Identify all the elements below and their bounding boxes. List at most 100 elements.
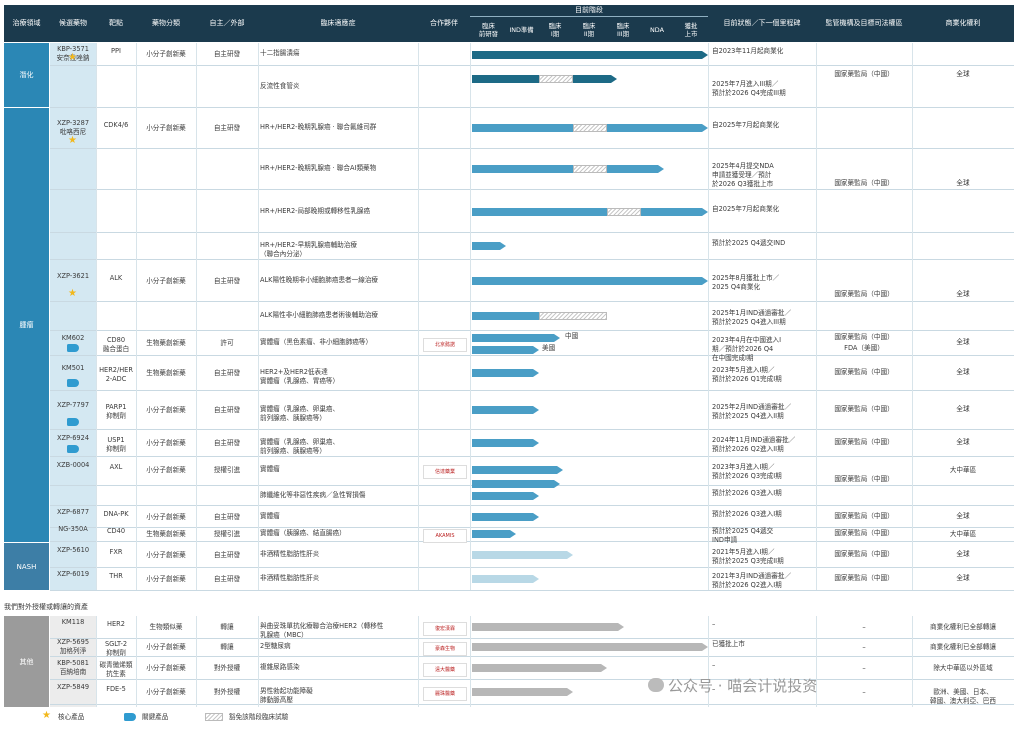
- stage-bar-arrow: [658, 165, 665, 173]
- column-divider: [470, 43, 471, 590]
- stage-bar-arrow: [533, 575, 540, 583]
- stage-header-1: IND準備: [509, 25, 534, 34]
- header-partner: 合作夥伴: [430, 19, 458, 27]
- drug-code: XZP-6019: [56, 570, 90, 578]
- stage-bar: [472, 623, 618, 631]
- column-divider: [912, 43, 913, 590]
- milestone: 2023年4月在中國進入I 期／預計於2026 Q4 在中國完成I期: [712, 336, 782, 362]
- ownership: 自主研發: [213, 369, 241, 377]
- stage-bar: [472, 312, 601, 320]
- target: USP1 抑制劑: [106, 436, 126, 453]
- stage-header-2: 臨床 I期: [548, 21, 562, 38]
- row-divider: [50, 65, 1014, 66]
- ownership: 自主研發: [213, 439, 241, 447]
- header-mol: 藥物分類: [152, 19, 180, 27]
- molecule-type: 生物藥創新藥: [146, 369, 186, 377]
- column-divider: [96, 616, 97, 707]
- region-tag-cn: 中國: [565, 332, 579, 340]
- row-divider: [50, 456, 1014, 457]
- header-regulator: 監管機構及目標司法權區: [825, 19, 903, 27]
- drug-code: XZP-6924: [56, 434, 90, 442]
- milestone: 2023年5月進入I期／ 預計於2026 Q1完成I期: [712, 366, 782, 383]
- partner-logo: AKAMIS: [423, 529, 467, 543]
- indication: 實體瘤: [260, 511, 280, 520]
- key-product-icon: [67, 418, 79, 426]
- row-divider: [50, 679, 1014, 680]
- stage-bar: [472, 242, 500, 250]
- ownership: 轉讓: [220, 623, 234, 631]
- drug-code: KBP-3571 安奈拉唑鈉: [56, 45, 90, 62]
- area-oncology: 腫瘤: [4, 108, 49, 542]
- header-milestone: 目前狀態／下一個里程碑: [723, 19, 801, 27]
- drug-code: XZP-5610: [56, 546, 90, 554]
- stage-header-5: NDA: [650, 25, 664, 34]
- header-code: 候選藥物: [59, 19, 87, 27]
- stage-header-0: 臨床 前研發: [478, 21, 499, 38]
- stage-bar: [472, 369, 534, 377]
- indication: 2型糖尿病: [260, 642, 291, 650]
- column-divider: [418, 616, 419, 707]
- header-own: 自主／外部: [209, 19, 245, 27]
- partner-logo: 北京懿諾: [423, 338, 467, 352]
- column-divider: [816, 43, 817, 590]
- header-area: 治療領域: [12, 19, 41, 27]
- column-divider: [470, 616, 471, 707]
- stage-bar: [472, 643, 702, 651]
- area-digestive: 潛化: [4, 43, 49, 107]
- row-divider: [50, 638, 1014, 639]
- commercial-rights: 全球: [956, 511, 970, 520]
- milestone: 2025年7月進入III期／ 預計於2026 Q4完成III期: [712, 80, 786, 97]
- stage-bar-arrow: [617, 623, 624, 631]
- molecule-type: 生物類似藥: [149, 623, 183, 631]
- molecule-type: 生物藥創新藥: [146, 339, 186, 347]
- ownership: 自主研發: [213, 406, 241, 414]
- column-divider: [258, 43, 259, 590]
- ownership: 自主研發: [213, 551, 241, 559]
- molecule-type: 小分子創新藥: [146, 551, 186, 559]
- stage-bar: [472, 480, 554, 488]
- target: AXL: [109, 463, 123, 471]
- skipped-stage: [606, 208, 641, 216]
- column-divider: [136, 43, 137, 590]
- commercial-rights: 大中華區: [949, 530, 977, 538]
- partner-logo: 豪森生物: [423, 642, 467, 656]
- stage-bar-arrow: [533, 369, 540, 377]
- wechat-icon: [648, 678, 664, 692]
- molecule-type: 小分子創新藥: [146, 575, 186, 583]
- row-divider: [50, 567, 1014, 568]
- milestone: 自2025年7月起商業化: [712, 121, 780, 129]
- stage-bar: [472, 575, 534, 583]
- row-divider: [50, 232, 1014, 233]
- molecule-type: 小分子創新藥: [146, 276, 186, 285]
- stage-bar: [472, 346, 534, 354]
- indication: 複雜尿路感染: [260, 663, 300, 671]
- drug-code: KBP-5081 百納培南: [57, 659, 89, 676]
- molecule-type: 小分子創新藥: [146, 688, 186, 696]
- commercial-rights: 全球: [956, 70, 970, 78]
- regulator: 國家藥監局（中國）: [834, 178, 894, 187]
- milestone: 2025年8月獲批上市／ 2025 Q4商業化: [712, 273, 780, 291]
- id-column-bg-other: [50, 616, 96, 707]
- regulator: –: [862, 664, 866, 672]
- stage-bar: [472, 551, 568, 559]
- area-nash: NASH: [4, 543, 49, 590]
- ownership: 自主研發: [213, 575, 241, 583]
- row-divider: [50, 704, 1014, 705]
- target: SGLT-2 抑制劑: [104, 640, 128, 657]
- molecule-type: 小分子創新藥: [146, 512, 186, 521]
- regulator-us: FDA（美國）: [844, 344, 884, 352]
- ownership: 自主研發: [213, 124, 241, 132]
- header-target: 靶點: [109, 19, 123, 27]
- star-icon: ★: [68, 135, 77, 146]
- molecule-type: 小分子創新藥: [146, 50, 186, 58]
- star-icon: ★: [68, 52, 77, 63]
- row-divider: [50, 429, 1014, 430]
- target: DNA-PK: [103, 509, 129, 518]
- key-product-icon: [67, 344, 79, 352]
- regulator: 國家藥監局（中國）: [834, 438, 894, 446]
- regulator: 國家藥監局（中國）: [834, 290, 894, 298]
- milestone: 2021年5月進入I期／ 預計於2025 Q3完成II期: [712, 548, 784, 565]
- section-outlicensed-title: 我們對外授權或轉讓的資產: [4, 603, 88, 611]
- indication: 與曲妥珠單抗化療聯合治療HER2（轉移性 乳腺癌（MBC）: [260, 622, 384, 639]
- hatch-legend-swatch: [205, 713, 223, 721]
